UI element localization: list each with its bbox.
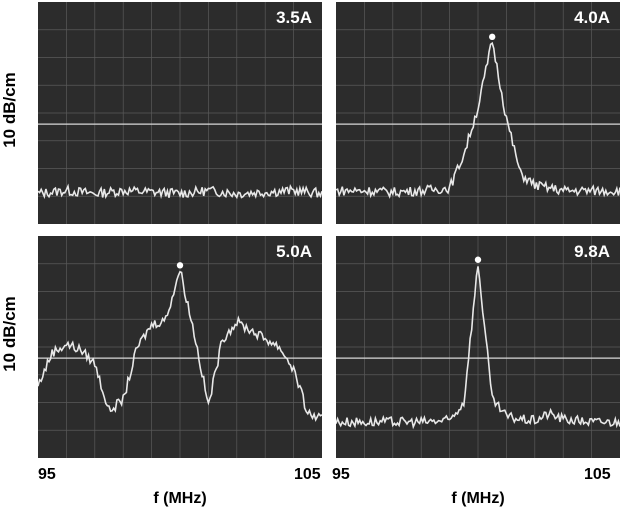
- peak-marker: [474, 256, 482, 263]
- spectrum-plot-9.8a: [336, 236, 620, 458]
- spectrum-trace: [336, 41, 620, 199]
- spectrum-plot-4.0a: [336, 2, 620, 224]
- x-tick-max-left: 105: [294, 466, 321, 483]
- y-axis-label-top: 10 dB/cm: [0, 72, 19, 148]
- spectrum-panel-5.0a: 5.0A: [38, 236, 322, 458]
- x-tick-max-right: 105: [584, 466, 611, 483]
- x-tick-min-left: 95: [38, 466, 56, 483]
- current-label-4.0a: 4.0A: [574, 8, 610, 27]
- y-axis-label-bottom: 10 dB/cm: [0, 296, 19, 372]
- spectrum-trace: [38, 270, 322, 422]
- spectrum-plot-3.5a: [38, 2, 322, 224]
- current-label-5.0a: 5.0A: [276, 242, 312, 261]
- x-axis-label-left: f (MHz): [153, 490, 207, 507]
- current-label-3.5a: 3.5A: [276, 8, 312, 27]
- current-label-9.8a: 9.8A: [574, 242, 610, 261]
- peak-marker: [176, 262, 184, 269]
- x-tick-min-right: 95: [332, 466, 350, 483]
- spectrum-trace: [38, 183, 322, 200]
- spectrum-panel-9.8a: 9.8A: [336, 236, 620, 458]
- x-axis-label-right: f (MHz): [451, 490, 505, 507]
- spectrum-plot-5.0a: [38, 236, 322, 458]
- spectrum-panel-3.5a: 3.5A: [38, 2, 322, 224]
- spectrum-trace: [336, 266, 620, 430]
- spectrum-panel-4.0a: 4.0A: [336, 2, 620, 224]
- peak-marker: [489, 33, 496, 41]
